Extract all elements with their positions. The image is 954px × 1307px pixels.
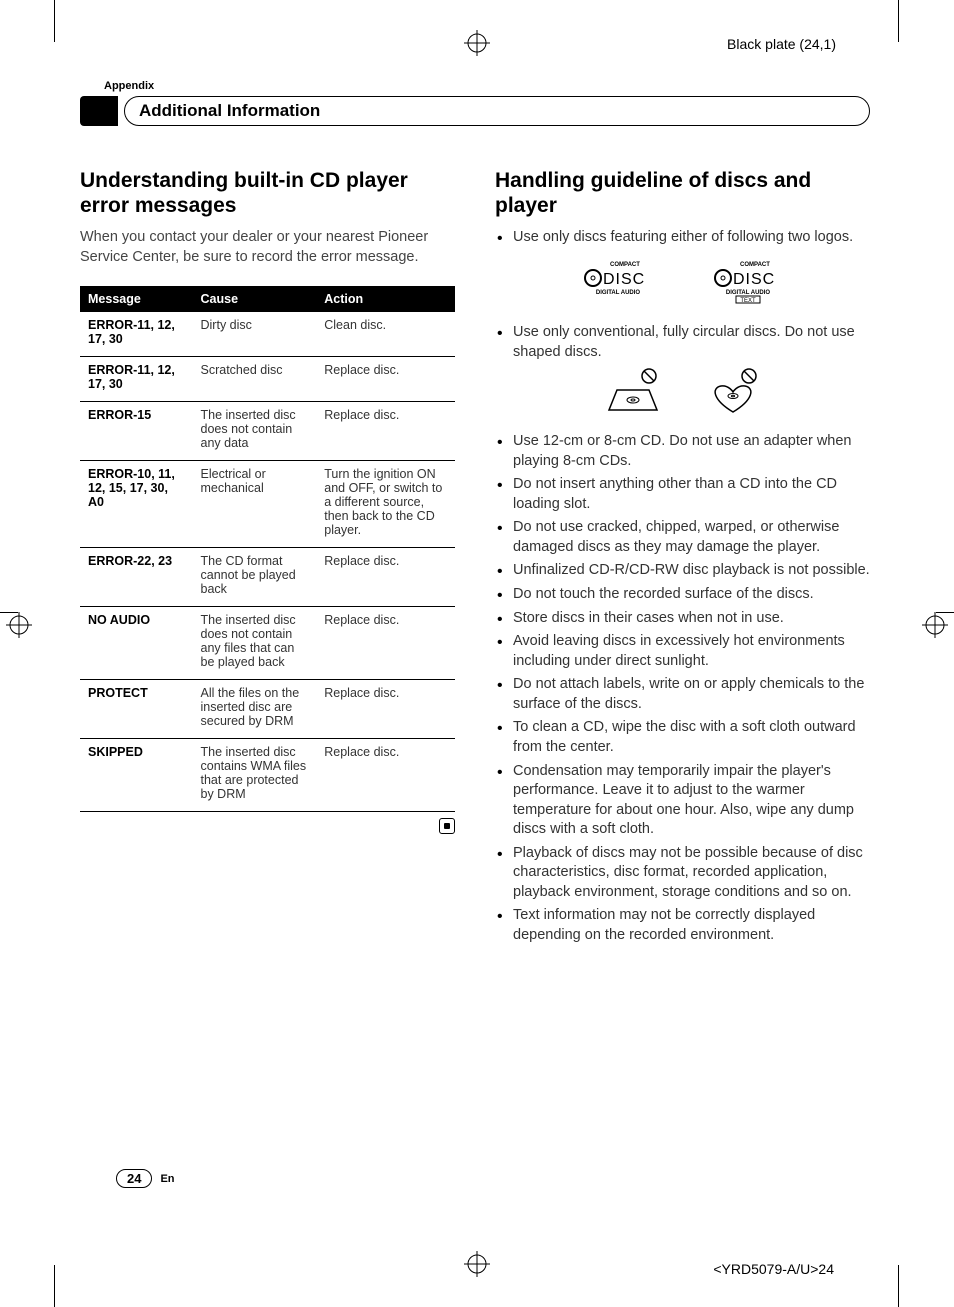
error-action: Turn the ignition ON and OFF, or switch … <box>316 460 455 547</box>
table-col-header: Cause <box>193 286 317 312</box>
error-action: Replace disc. <box>316 401 455 460</box>
language-code: En <box>160 1173 174 1185</box>
no-shaped-disc-icon <box>603 368 663 418</box>
registration-mark-icon <box>6 612 32 638</box>
registration-mark-icon <box>464 30 490 56</box>
table-row: NO AUDIOThe inserted disc does not conta… <box>80 606 455 679</box>
error-action: Replace disc. <box>316 738 455 811</box>
table-row: SKIPPEDThe inserted disc contains WMA fi… <box>80 738 455 811</box>
error-message: ERROR-15 <box>80 401 193 460</box>
bullet-item: Text information may not be correctly di… <box>495 906 870 945</box>
crop-mark <box>54 0 55 42</box>
bullet-list: Use only discs featuring either of follo… <box>495 228 870 248</box>
svg-text:COMPACT: COMPACT <box>610 262 640 268</box>
plate-label: Black plate (24,1) <box>727 36 836 52</box>
error-action: Replace disc. <box>316 679 455 738</box>
bullet-item: Condensation may temporarily impair the … <box>495 762 870 840</box>
svg-text:COMPACT: COMPACT <box>740 262 770 268</box>
table-col-header: Message <box>80 286 193 312</box>
crop-mark <box>54 1265 55 1307</box>
section-end-icon <box>439 818 455 834</box>
left-column: Understanding built-in CD player error m… <box>80 168 455 950</box>
bullet-item: Do not attach labels, write on or apply … <box>495 675 870 714</box>
error-message: NO AUDIO <box>80 606 193 679</box>
bullet-item: Unfinalized CD-R/CD-RW disc playback is … <box>495 561 870 581</box>
section-tab-icon <box>80 96 118 126</box>
bullet-item: Do not insert anything other than a CD i… <box>495 475 870 514</box>
page-number: 24 <box>116 1169 152 1188</box>
svg-text:DIGITAL AUDIO: DIGITAL AUDIO <box>595 290 640 296</box>
error-table: Message Cause Action ERROR-11, 12, 17, 3… <box>80 286 455 812</box>
table-row: ERROR-10, 11, 12, 15, 17, 30, A0Electric… <box>80 460 455 547</box>
table-row: ERROR-15The inserted disc does not conta… <box>80 401 455 460</box>
error-cause: The inserted disc contains WMA files tha… <box>193 738 317 811</box>
bullet-item: Store discs in their cases when not in u… <box>495 609 870 629</box>
document-id: <YRD5079-A/U>24 <box>713 1261 834 1277</box>
error-cause: All the files on the inserted disc are s… <box>193 679 317 738</box>
svg-text:DISC: DISC <box>733 271 775 288</box>
bullet-item: Playback of discs may not be possible be… <box>495 844 870 903</box>
registration-mark-icon <box>922 612 948 638</box>
error-message: PROTECT <box>80 679 193 738</box>
shaped-disc-row <box>495 368 870 418</box>
error-cause: The inserted disc does not contain any f… <box>193 606 317 679</box>
cd-logo-row: COMPACT DISC DIGITAL AUDIO COMPACT DISC DIGIT… <box>495 258 870 309</box>
table-row: PROTECTAll the files on the inserted dis… <box>80 679 455 738</box>
svg-text:DISC: DISC <box>603 271 645 288</box>
error-message: ERROR-11, 12, 17, 30 <box>80 312 193 357</box>
compact-disc-logo-icon: COMPACT DISC DIGITAL AUDIO TEXT <box>713 258 783 309</box>
no-heart-disc-icon <box>703 368 763 418</box>
error-cause: Electrical or mechanical <box>193 460 317 547</box>
error-cause: The CD format cannot be played back <box>193 547 317 606</box>
bullet-item: Use only conventional, fully circular di… <box>495 323 870 362</box>
svg-text:DIGITAL AUDIO: DIGITAL AUDIO <box>725 290 770 296</box>
bullet-item: Avoid leaving discs in excessively hot e… <box>495 632 870 671</box>
error-action: Replace disc. <box>316 547 455 606</box>
left-intro: When you contact your dealer or your nea… <box>80 228 455 267</box>
right-column: Handling guideline of discs and player U… <box>495 168 870 950</box>
bullet-item: Use only discs featuring either of follo… <box>495 228 870 248</box>
error-action: Replace disc. <box>316 356 455 401</box>
compact-disc-logo-icon: COMPACT DISC DIGITAL AUDIO <box>583 258 653 309</box>
appendix-label: Appendix <box>104 80 870 92</box>
svg-text:TEXT: TEXT <box>740 298 756 304</box>
registration-mark-icon <box>464 1251 490 1277</box>
bullet-item: Do not touch the recorded surface of the… <box>495 585 870 605</box>
error-action: Clean disc. <box>316 312 455 357</box>
bullet-list: Use 12-cm or 8-cm CD. Do not use an adap… <box>495 432 870 946</box>
table-row: ERROR-22, 23The CD format cannot be play… <box>80 547 455 606</box>
bullet-item: Do not use cracked, chipped, warped, or … <box>495 518 870 557</box>
right-heading: Handling guideline of discs and player <box>495 168 870 218</box>
error-cause: Scratched disc <box>193 356 317 401</box>
section-header: Additional Information <box>80 96 870 126</box>
table-row: ERROR-11, 12, 17, 30Scratched discReplac… <box>80 356 455 401</box>
page-footer: 24 En <box>116 1169 175 1188</box>
bullet-list: Use only conventional, fully circular di… <box>495 323 870 362</box>
error-cause: Dirty disc <box>193 312 317 357</box>
bullet-item: Use 12-cm or 8-cm CD. Do not use an adap… <box>495 432 870 471</box>
left-heading: Understanding built-in CD player error m… <box>80 168 455 218</box>
error-message: ERROR-11, 12, 17, 30 <box>80 356 193 401</box>
error-action: Replace disc. <box>316 606 455 679</box>
page-content: Appendix Additional Information Understa… <box>80 80 870 1250</box>
bullet-item: To clean a CD, wipe the disc with a soft… <box>495 718 870 757</box>
crop-mark <box>898 1265 899 1307</box>
table-row: ERROR-11, 12, 17, 30Dirty discClean disc… <box>80 312 455 357</box>
crop-mark <box>898 0 899 42</box>
section-title: Additional Information <box>124 96 870 126</box>
error-message: ERROR-10, 11, 12, 15, 17, 30, A0 <box>80 460 193 547</box>
error-cause: The inserted disc does not contain any d… <box>193 401 317 460</box>
table-col-header: Action <box>316 286 455 312</box>
error-message: SKIPPED <box>80 738 193 811</box>
error-message: ERROR-22, 23 <box>80 547 193 606</box>
